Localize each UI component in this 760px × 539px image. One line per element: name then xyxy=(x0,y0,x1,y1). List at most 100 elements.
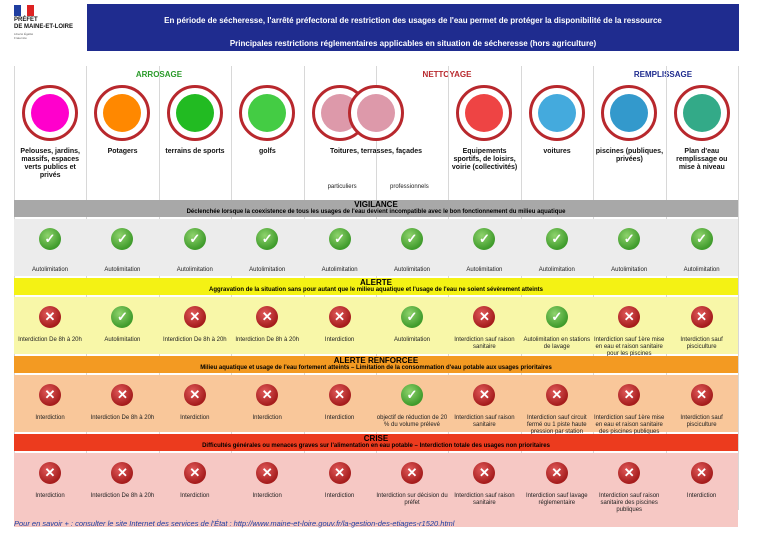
restriction-cell: Autolimitation xyxy=(86,297,158,354)
lawnmower-icon-graphic xyxy=(465,94,504,132)
checkmark-icon xyxy=(401,384,423,406)
restriction-text: Autolimitation xyxy=(249,267,286,273)
level-header-0: VIGILANCE Déclenchée lorsque la coexisten… xyxy=(14,200,738,217)
restriction-text: Interdiction sauf raison sanitaire xyxy=(454,337,515,350)
level-name: CRISE xyxy=(363,434,389,443)
checkmark-icon xyxy=(183,228,206,250)
golf-icon xyxy=(239,85,296,141)
cross-icon xyxy=(618,462,641,484)
column-label: golfs xyxy=(259,148,276,155)
restriction-cell: Autolimitation xyxy=(521,219,593,276)
level-header-2: ALERTE RENFORCEE Milieu aquatique et usag… xyxy=(14,356,738,373)
level-band-2: Interdiction Interdiction De 8h à 20h Inte… xyxy=(14,375,738,435)
restriction-cell: Autolimitation xyxy=(593,219,665,276)
column-divider xyxy=(738,66,739,510)
restriction-text: Interdiction sauf pisciculture xyxy=(680,415,723,428)
car-wash-icon-graphic xyxy=(537,94,576,132)
restriction-cell: Interdiction sauf 1ère mise en eau et ra… xyxy=(593,297,665,364)
flowers-icon xyxy=(22,85,78,141)
restriction-cell: Interdiction sauf raison sanitaire des p… xyxy=(593,453,665,513)
restriction-text: Interdiction sauf 1ère mise en eau et ra… xyxy=(594,415,665,435)
level-band-1: Interdiction De 8h à 20h Autolimitation In… xyxy=(14,297,738,364)
house-icon xyxy=(348,85,404,141)
banner-subtitle: Principales restrictions réglementaires … xyxy=(229,39,597,48)
restriction-text: Autolimitation xyxy=(611,267,648,273)
restriction-cell: Interdiction xyxy=(666,453,738,510)
level-description: Difficultés générales ou menaces graves … xyxy=(202,443,550,449)
footer-link[interactable]: Pour en savoir + : consulter le site Int… xyxy=(14,519,455,528)
restriction-text: Autolimitation xyxy=(538,267,575,273)
cross-icon xyxy=(690,462,713,484)
restriction-cell: Interdiction sauf raison sanitaire xyxy=(448,375,520,432)
restriction-cell: Autolimitation xyxy=(304,219,376,276)
checkmark-icon xyxy=(545,228,568,250)
car-wash-icon xyxy=(528,85,585,141)
golf-icon-graphic xyxy=(248,94,287,132)
cross-icon xyxy=(618,306,641,328)
restriction-text: Interdiction xyxy=(686,493,717,499)
restriction-cell: Interdiction De 8h à 20h xyxy=(159,297,231,354)
restriction-text: Interdiction xyxy=(252,415,282,421)
restriction-text: Autolimitation xyxy=(31,267,69,273)
level-band-3: Interdiction Interdiction De 8h à 20h Inte… xyxy=(14,453,738,527)
checkmark-icon xyxy=(39,228,61,250)
logo-motto: Liberté Égalité Fraternité xyxy=(14,32,34,40)
restriction-cell: Autolimitation xyxy=(159,219,231,276)
restriction-cell: Interdiction sauf 1ère mise en eau et ra… xyxy=(593,375,665,435)
restriction-text: Interdiction De 8h à 20h xyxy=(162,337,227,343)
restriction-text: Interdiction De 8h à 20h xyxy=(90,415,155,421)
pool-icon xyxy=(601,85,658,141)
logo-line1: PRÉFET xyxy=(14,17,38,23)
restriction-cell: Interdiction xyxy=(14,453,86,510)
cross-icon xyxy=(473,306,496,328)
sports-field-icon xyxy=(166,85,223,141)
level-name: ALERTE RENFORCEE xyxy=(333,356,419,365)
restriction-text: Interdiction xyxy=(324,415,355,421)
level-header-1: ALERTE Aggravation de la situation sans p… xyxy=(14,278,738,295)
level-description: Milieu aquatique et usage de l'eau forte… xyxy=(200,365,552,371)
level-description: Aggravation de la situation sans pour au… xyxy=(209,287,543,293)
restriction-cell: Interdiction xyxy=(304,453,376,510)
column-label: voitures xyxy=(543,148,571,155)
restriction-cell: Interdiction sauf raison sanitaire xyxy=(448,297,520,354)
column-label: terrains de sports xyxy=(165,148,225,155)
column-label: Equipements sportifs, de loisirs, voirie… xyxy=(451,148,518,171)
restriction-text: Interdiction sauf raison sanitaire xyxy=(454,415,515,428)
cross-icon xyxy=(39,462,61,484)
checkmark-icon xyxy=(545,306,568,328)
restriction-cell: Interdiction sauf lavage réglementaire xyxy=(521,453,593,510)
category-nettoyage: NETTOYAGE xyxy=(422,70,472,79)
restriction-cell: Interdiction De 8h à 20h xyxy=(86,375,158,432)
checkmark-icon xyxy=(111,306,134,328)
logo-line2: DE MAINE-ET-LOIRE xyxy=(14,24,74,30)
restriction-text: Autolimitation xyxy=(176,267,213,273)
restriction-cell: Autolimitation xyxy=(448,219,520,276)
column-label: Toitures, terrasses, façades xyxy=(329,148,423,155)
restriction-cell: Autolimitation xyxy=(14,219,86,276)
column-label: piscines (publiques, privées) xyxy=(595,148,664,163)
restriction-text: Interdiction De 8h à 20h xyxy=(18,337,82,343)
restriction-cell: Interdiction sauf pisciculture xyxy=(666,297,738,354)
pond-icon-graphic xyxy=(682,94,721,132)
pool-icon-graphic xyxy=(610,94,649,132)
restriction-text: Autolimitation xyxy=(104,337,141,343)
restriction-text: Autolimitation en stations de lavage xyxy=(523,337,591,350)
restriction-cell: Interdiction De 8h à 20h xyxy=(14,297,86,354)
cross-icon xyxy=(473,384,496,406)
checkmark-icon xyxy=(256,228,279,250)
restriction-text: Autolimitation xyxy=(321,267,358,273)
restriction-text: Autolimitation xyxy=(466,267,503,273)
restriction-text: Interdiction xyxy=(35,493,65,499)
restriction-text: Interdiction sauf pisciculture xyxy=(680,337,723,350)
column-label: Pelouses, jardins, massifs, espaces vert… xyxy=(20,148,80,179)
restriction-text: Interdiction xyxy=(324,337,355,343)
cross-icon xyxy=(256,462,279,484)
restriction-cell: Interdiction xyxy=(159,453,231,510)
cross-icon xyxy=(183,306,206,328)
restriction-cell: Interdiction xyxy=(231,453,303,510)
cross-icon xyxy=(545,462,568,484)
restriction-text: Interdiction xyxy=(180,415,210,421)
checkmark-icon xyxy=(401,228,423,250)
cross-icon xyxy=(690,306,713,328)
restriction-text: Autolimitation xyxy=(104,267,141,273)
